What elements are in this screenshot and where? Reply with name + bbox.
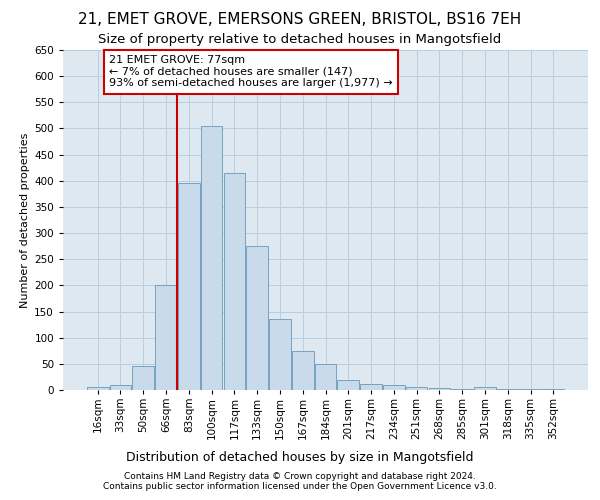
Bar (337, 380, 359, 390)
Bar (474, 388, 496, 390)
Bar (224, 173, 245, 390)
Bar (201, 126, 223, 390)
Bar (292, 351, 314, 390)
Bar (314, 364, 337, 390)
Bar (178, 184, 200, 390)
Bar (406, 387, 427, 390)
Bar (155, 286, 177, 390)
Bar (110, 385, 131, 390)
Bar (247, 246, 268, 390)
Text: Contains HM Land Registry data © Crown copyright and database right 2024.: Contains HM Land Registry data © Crown c… (124, 472, 476, 481)
Text: Size of property relative to detached houses in Mangotsfield: Size of property relative to detached ho… (98, 32, 502, 46)
Bar (87, 388, 109, 390)
Text: Distribution of detached houses by size in Mangotsfield: Distribution of detached houses by size … (126, 451, 474, 464)
Bar (133, 366, 154, 390)
Text: 21 EMET GROVE: 77sqm
← 7% of detached houses are smaller (147)
93% of semi-detac: 21 EMET GROVE: 77sqm ← 7% of detached ho… (109, 55, 393, 88)
Y-axis label: Number of detached properties: Number of detached properties (20, 132, 30, 308)
Bar (360, 384, 382, 390)
Text: Contains public sector information licensed under the Open Government Licence v3: Contains public sector information licen… (103, 482, 497, 491)
Bar (269, 320, 291, 390)
Text: 21, EMET GROVE, EMERSONS GREEN, BRISTOL, BS16 7EH: 21, EMET GROVE, EMERSONS GREEN, BRISTOL,… (79, 12, 521, 28)
Bar (428, 388, 450, 390)
Bar (383, 385, 404, 390)
